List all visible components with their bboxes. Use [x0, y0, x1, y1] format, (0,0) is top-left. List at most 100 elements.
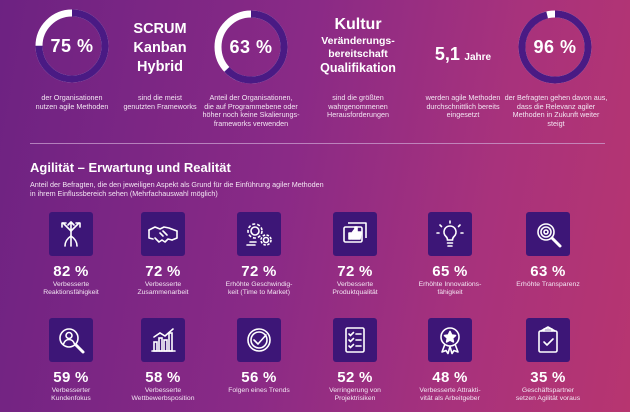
- reason-label: Verringerung von Projektrisiken: [307, 387, 403, 404]
- reason-label-line: Verbesserte: [144, 281, 182, 288]
- donut-chart: [35, 9, 109, 83]
- reason-label: Verbesserte Attrakti-vität als Arbeitgeb…: [402, 387, 498, 404]
- reason-label-line: Kundenfokus: [51, 395, 91, 403]
- reason-label-line: Erhöhte Geschwindig-: [225, 281, 293, 288]
- stat-text-line: sind die meist: [138, 93, 182, 102]
- section-title: Agilität – Erwartung und Realität: [30, 160, 231, 175]
- reason-label: Folgen eines Trends: [211, 387, 307, 395]
- reason-label-line: Zusammenarbeit: [137, 289, 189, 297]
- stat-text-no-scaling: Anteil der Organisationen, die auf Progr…: [186, 93, 316, 128]
- checklist-icon: [345, 327, 365, 353]
- handshake-icon: [148, 226, 178, 243]
- stat-text-line: die auf Programmebene oder: [204, 101, 298, 111]
- reason-icon-box: [428, 212, 472, 256]
- donut-value: 96 %: [533, 36, 577, 57]
- reason-icon-box: [49, 212, 93, 256]
- stat-text-line: eingesetzt: [446, 110, 480, 120]
- stat-text-line: steigt: [547, 118, 565, 128]
- reason-label: Verbesserte Reaktionsfähigkeit: [23, 281, 119, 298]
- stat-text-line: Anteil der Organisationen,: [209, 93, 293, 102]
- years-number: 5,1: [434, 44, 460, 64]
- reason-icon-box: [141, 212, 185, 256]
- stat-text-line: der Befragten gehen davon aus,: [504, 93, 608, 102]
- donut-organisations-agile: 75 %: [33, 7, 111, 85]
- reason-value: 65 %: [432, 263, 468, 280]
- stat-text-line: der Organisationen: [41, 93, 103, 102]
- reason-value: 35 %: [530, 369, 566, 386]
- stat-text-line: frameworks verwenden: [213, 118, 289, 128]
- reason-value: 72 %: [145, 263, 181, 280]
- donut-arc: [214, 10, 288, 84]
- framework-word: SCRUM: [133, 21, 187, 37]
- reason-card: 52 % Verringerung von Projektrisiken: [307, 318, 403, 404]
- reason-value: 52 %: [337, 369, 373, 386]
- bar-chart-icon: [151, 328, 176, 352]
- reason-card: 58 % Verbesserte Wettbewerbsposition: [115, 318, 211, 404]
- stat-text-line: nutzen agile Methoden: [35, 101, 109, 111]
- reason-label-line: Verbesserter: [51, 387, 91, 394]
- reason-icon-box: [141, 318, 185, 362]
- reason-icon-box: [428, 318, 472, 362]
- reason-label-line: Produktqualität: [332, 289, 378, 297]
- reason-icon-box: [237, 318, 281, 362]
- reason-label-line: Verringerung von: [329, 387, 381, 394]
- donut-arc: [518, 10, 592, 84]
- donut-chart: [214, 10, 288, 84]
- reason-icon-box: [333, 212, 377, 256]
- donut-value: 63 %: [229, 36, 273, 57]
- reason-card: 56 % Folgen eines Trends: [211, 318, 307, 395]
- reason-label-line: Geschäftspartner: [521, 387, 575, 394]
- stat-text-line: durchschnittlich bereits: [426, 101, 500, 111]
- reason-value: 82 %: [53, 263, 89, 280]
- reason-card: 59 % Verbesserter Kundenfokus: [23, 318, 119, 404]
- frameworks-words: SCRUM Kanban Hybrid: [110, 20, 210, 77]
- donut-arc: [35, 9, 109, 83]
- reason-label-line: Verbesserte Attrakti-: [419, 387, 481, 394]
- gears-icon: [246, 223, 272, 246]
- reason-value: 58 %: [145, 369, 181, 386]
- reason-label: Verbesserter Kundenfokus: [23, 387, 119, 404]
- reason-label-line: Erhöhte Innovations-: [418, 281, 482, 288]
- reason-label: Verbesserte Zusammenarbeit: [115, 281, 211, 298]
- reason-card: 63 % Erhöhte Transparenz: [500, 212, 596, 289]
- reason-value: 63 %: [530, 263, 566, 280]
- reason-label-line: Projektrisiken: [334, 395, 376, 403]
- reason-label-line: keit (Time to Market): [227, 289, 291, 297]
- reason-icon-box: [526, 318, 570, 362]
- stat-text-line: Herausforderungen: [327, 110, 389, 120]
- section-subtitle: Anteil der Befragten, die den jeweiligen…: [30, 180, 324, 198]
- reason-label: Geschäftspartner setzen Agilität voraus: [500, 387, 596, 404]
- reason-icon-box: [526, 212, 570, 256]
- culture-word: Veränderungs-: [321, 35, 395, 47]
- reason-icon-box: [237, 212, 281, 256]
- reason-icon-box: [49, 318, 93, 362]
- magnifier-icon: [537, 223, 562, 248]
- reason-card: 82 % Verbesserte Reaktionsfähigkeit: [23, 212, 119, 298]
- donut-chart: [518, 10, 592, 84]
- reason-card: 48 % Verbesserte Attrakti-vität als Arbei…: [402, 318, 498, 404]
- reason-card: 35 % Geschäftspartner setzen Agilität vora…: [500, 318, 596, 404]
- lightbulb-icon: [436, 220, 464, 247]
- reason-label-line: Reaktionsfähigkeit: [43, 289, 99, 297]
- reason-card: 65 % Erhöhte Innovations-fähigkeit: [402, 212, 498, 298]
- user-focus-icon: [59, 328, 85, 354]
- culture-word: Kultur: [334, 16, 382, 33]
- stat-text-line: genutzten Frameworks: [123, 101, 197, 111]
- reason-label-line: Folgen eines Trends: [228, 387, 290, 394]
- culture-words: Kultur Veränderungs- bereitschaft Qualif…: [298, 15, 418, 77]
- arrows-icon: [61, 221, 81, 247]
- framework-word: Hybrid: [137, 59, 183, 75]
- reason-label: Verbesserte Wettbewerbsposition: [115, 387, 211, 404]
- years-value: 5,1 Jahre: [408, 44, 518, 65]
- reason-label-line: Verbesserte: [336, 281, 374, 288]
- reason-label-line: Verbesserte: [144, 387, 182, 394]
- reason-value: 48 %: [432, 369, 468, 386]
- stat-text-relevance: der Befragten gehen davon aus, dass die …: [497, 93, 615, 128]
- stat-text-years: werden agile Methoden durchschnittlich b…: [403, 93, 523, 120]
- reason-label: Verbesserte Produktqualität: [307, 281, 403, 298]
- reason-label-line: Wettbewerbsposition: [131, 395, 195, 403]
- stat-text-line: sind die größten: [332, 93, 384, 102]
- section-divider: [30, 143, 605, 144]
- framework-word: Kanban: [133, 40, 187, 56]
- stat-text-line: Methoden in Zukunft weiter: [512, 110, 600, 120]
